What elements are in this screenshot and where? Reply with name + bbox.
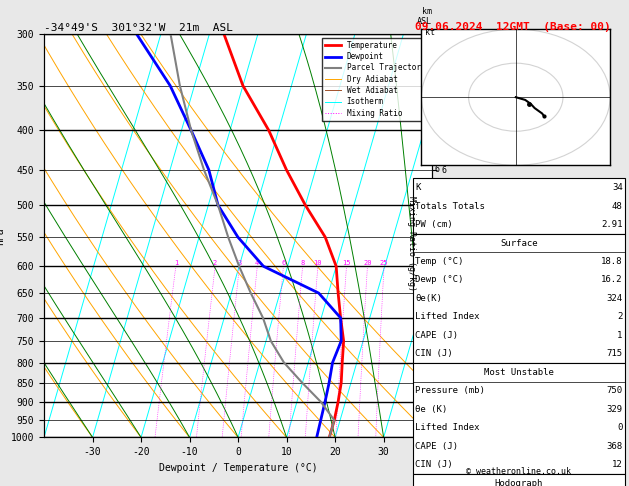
Text: 10: 10 bbox=[314, 260, 322, 266]
Text: 1: 1 bbox=[435, 379, 440, 387]
Text: 20: 20 bbox=[363, 260, 372, 266]
Text: CAPE (J): CAPE (J) bbox=[415, 442, 458, 451]
Text: Dewp (°C): Dewp (°C) bbox=[415, 276, 464, 284]
Text: CIN (J): CIN (J) bbox=[415, 349, 453, 358]
Text: 329: 329 bbox=[606, 405, 623, 414]
Text: 2: 2 bbox=[213, 260, 217, 266]
Text: 2: 2 bbox=[617, 312, 623, 321]
Text: Pressure (mb): Pressure (mb) bbox=[415, 386, 485, 395]
Text: 715: 715 bbox=[606, 349, 623, 358]
Text: K: K bbox=[415, 183, 421, 192]
Text: 2: 2 bbox=[435, 336, 440, 346]
Text: 09.06.2024  12GMT  (Base: 00): 09.06.2024 12GMT (Base: 00) bbox=[415, 22, 611, 32]
Text: 8: 8 bbox=[301, 260, 304, 266]
Text: Lifted Index: Lifted Index bbox=[415, 423, 480, 432]
Text: 25: 25 bbox=[380, 260, 388, 266]
Text: CIN (J): CIN (J) bbox=[415, 460, 453, 469]
Text: 8: 8 bbox=[435, 81, 440, 90]
Text: 16.2: 16.2 bbox=[601, 276, 623, 284]
Text: Totals Totals: Totals Totals bbox=[415, 202, 485, 210]
Text: 368: 368 bbox=[606, 442, 623, 451]
Text: 6: 6 bbox=[281, 260, 286, 266]
Text: 4: 4 bbox=[435, 262, 440, 271]
Text: 18.8: 18.8 bbox=[601, 257, 623, 266]
Text: θe (K): θe (K) bbox=[415, 405, 447, 414]
Text: Hodograph: Hodograph bbox=[495, 479, 543, 486]
Text: 12: 12 bbox=[612, 460, 623, 469]
Text: 15: 15 bbox=[342, 260, 351, 266]
Y-axis label: Mixing Ratio (g/kg): Mixing Ratio (g/kg) bbox=[459, 188, 468, 283]
Legend: Temperature, Dewpoint, Parcel Trajectory, Dry Adiabat, Wet Adiabat, Isotherm, Mi: Temperature, Dewpoint, Parcel Trajectory… bbox=[322, 38, 428, 121]
Text: LCL: LCL bbox=[435, 416, 450, 425]
Text: Most Unstable: Most Unstable bbox=[484, 368, 554, 377]
Text: 0: 0 bbox=[617, 423, 623, 432]
Text: 6: 6 bbox=[435, 165, 440, 174]
Text: 3: 3 bbox=[435, 313, 440, 322]
Text: CAPE (J): CAPE (J) bbox=[415, 331, 458, 340]
Text: 1: 1 bbox=[617, 331, 623, 340]
Text: 5: 5 bbox=[435, 233, 440, 242]
Text: 750: 750 bbox=[606, 386, 623, 395]
Text: 324: 324 bbox=[606, 294, 623, 303]
Y-axis label: hPa: hPa bbox=[0, 227, 5, 244]
Text: 7: 7 bbox=[435, 126, 440, 135]
Text: 2.91: 2.91 bbox=[601, 220, 623, 229]
Text: 48: 48 bbox=[612, 202, 623, 210]
Text: Surface: Surface bbox=[500, 239, 538, 247]
Text: PW (cm): PW (cm) bbox=[415, 220, 453, 229]
Text: 1: 1 bbox=[174, 260, 178, 266]
Text: Mixing Ratio (g/kg): Mixing Ratio (g/kg) bbox=[408, 195, 416, 291]
Text: Lifted Index: Lifted Index bbox=[415, 312, 480, 321]
Text: θe(K): θe(K) bbox=[415, 294, 442, 303]
Text: © weatheronline.co.uk: © weatheronline.co.uk bbox=[467, 467, 571, 476]
Text: -34°49'S  301°32'W  21m  ASL: -34°49'S 301°32'W 21m ASL bbox=[44, 23, 233, 33]
Text: Temp (°C): Temp (°C) bbox=[415, 257, 464, 266]
X-axis label: Dewpoint / Temperature (°C): Dewpoint / Temperature (°C) bbox=[159, 463, 318, 473]
Text: 3: 3 bbox=[237, 260, 242, 266]
Text: km
ASL: km ASL bbox=[417, 6, 432, 26]
Text: 4: 4 bbox=[255, 260, 259, 266]
Text: kt: kt bbox=[425, 28, 435, 36]
Text: 34: 34 bbox=[612, 183, 623, 192]
